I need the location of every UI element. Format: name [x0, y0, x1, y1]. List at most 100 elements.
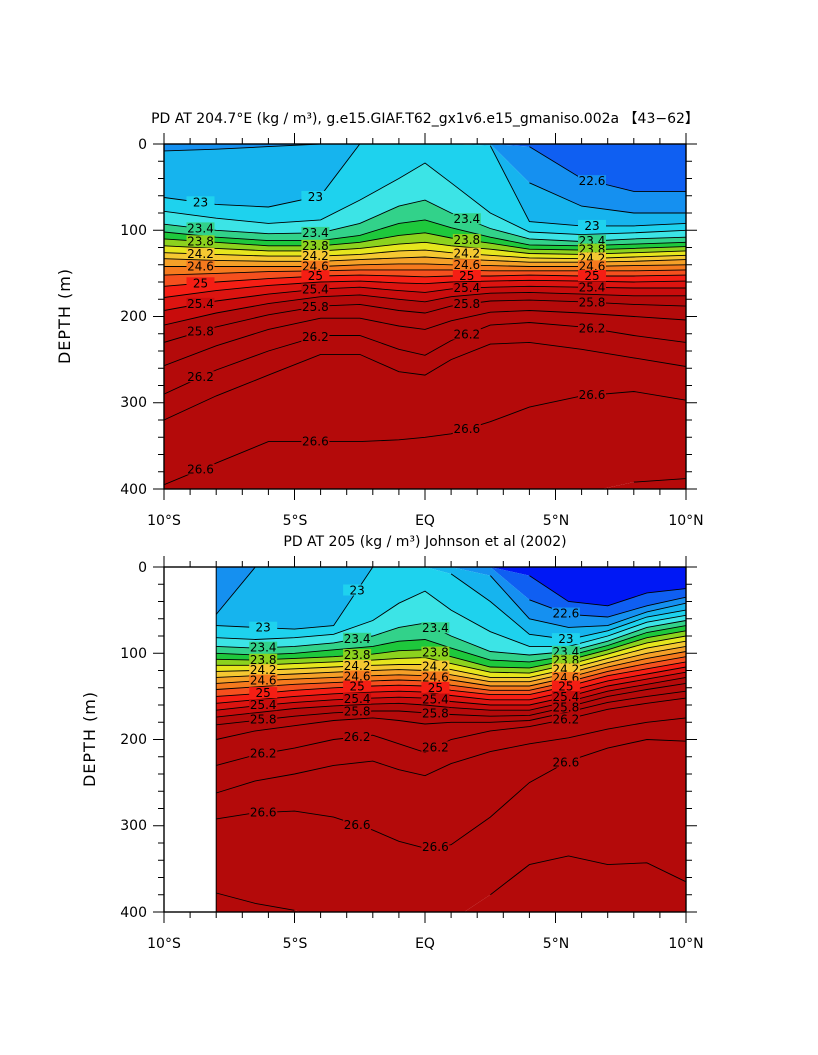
contour-label: 26.6 — [453, 422, 480, 436]
contour-label: 23 — [193, 195, 208, 209]
contour-label-bg — [301, 270, 330, 282]
contour-label: 23.4 — [250, 641, 277, 655]
contour-label-bg — [301, 239, 330, 251]
contour-label-bg — [343, 730, 372, 742]
contour-label: 26.2 — [302, 330, 329, 344]
contour-label-bg — [578, 322, 606, 334]
contour-label: 26.6 — [187, 463, 214, 477]
contour-label-bg — [249, 641, 278, 653]
contour-label: 25.4 — [344, 692, 371, 706]
contour-label-bg — [551, 691, 580, 702]
isopycnal-26-8 — [216, 855, 686, 911]
contour-label-bg — [578, 260, 606, 272]
density-band-25-4 — [164, 286, 686, 326]
contour-label-bg — [578, 270, 606, 281]
density-band-26-6 — [164, 391, 686, 489]
contour-label: 25.4 — [453, 281, 480, 295]
model-tick-marks — [153, 133, 697, 500]
contour-label: 25.4 — [187, 297, 214, 311]
contour-label: 25.4 — [250, 698, 277, 712]
density-band-22-8 — [216, 567, 686, 640]
contour-label-bg — [186, 463, 215, 475]
density-band-22-2 — [216, 567, 686, 606]
isopycnal-22-8 — [215, 567, 686, 628]
contour-label: 23.8 — [187, 234, 214, 248]
contour-label-bg — [343, 705, 372, 717]
density-band-26-4 — [216, 717, 686, 849]
density-band-25-8 — [164, 300, 686, 366]
isopycnal-26-4 — [164, 341, 686, 421]
observed-xtick-10s: 10°S — [147, 936, 181, 952]
contour-label-bg — [343, 649, 372, 661]
contour-label-bg — [578, 281, 606, 293]
contour-label-bg — [186, 260, 215, 272]
isopycnal-26-4 — [216, 717, 686, 794]
contour-label-bg — [343, 818, 372, 830]
density-band-23-8 — [164, 232, 686, 255]
model-xtick-5n: 5°N — [543, 513, 569, 529]
contour-label-bg — [249, 687, 278, 699]
isopycnal-26-0 — [164, 310, 686, 367]
density-band-26-0 — [216, 691, 686, 766]
density-band-24-2 — [164, 250, 686, 263]
contour-label: 25.8 — [250, 713, 277, 727]
model-xtick-10n: 10°N — [668, 513, 703, 529]
observed-ylabel: DEPTH (m) — [80, 691, 99, 787]
contour-label-bg — [249, 664, 278, 676]
contour-label-bg — [301, 301, 330, 312]
contour-label-bg — [452, 213, 481, 225]
contour-label: 25.8 — [553, 700, 580, 714]
contour-label-bg — [421, 681, 450, 693]
contour-label: 23 — [584, 219, 599, 233]
contour-label-bg — [421, 622, 450, 634]
contour-label: 25.8 — [302, 300, 329, 314]
observed-ytick-400: 400 — [120, 905, 147, 921]
model-ytick-0: 0 — [138, 137, 147, 153]
observed-xtick-5s: 5°S — [283, 936, 308, 952]
density-band-23-4 — [164, 200, 686, 246]
contour-label-bg — [249, 806, 278, 818]
observed-density-panel: PD AT 205 (kg / m³) Johnson et al (2002)… — [80, 534, 704, 952]
model-ytick-100: 100 — [120, 223, 147, 239]
isopycnal-26-8 — [633, 478, 686, 483]
contour-label-bg — [551, 680, 580, 692]
contour-label-bg — [452, 270, 481, 281]
contour-label: 24.2 — [422, 660, 449, 674]
contour-label-bg — [452, 247, 481, 259]
contour-label-bg — [343, 692, 372, 704]
density-band-23-6 — [164, 219, 686, 251]
contour-label-bg — [186, 235, 215, 247]
contour-label: 25 — [584, 269, 599, 283]
contour-label-bg — [551, 633, 580, 645]
contour-label-bg — [249, 747, 278, 759]
contour-label: 23.8 — [422, 646, 449, 660]
contour-label-bg — [186, 325, 215, 337]
contour-label-bg — [249, 713, 278, 725]
contour-label-bg — [249, 674, 278, 686]
contour-label: 24.6 — [579, 259, 606, 273]
contour-label-bg — [421, 671, 450, 683]
contour-label: 24.6 — [250, 674, 277, 688]
contour-label: 23.4 — [453, 212, 480, 226]
model-ytick-200: 200 — [120, 309, 147, 325]
isopycnal-25-2 — [164, 279, 686, 298]
model-panel-title: PD AT 204.7°E (kg / m³), g.e15.GIAF.T62_… — [151, 111, 699, 127]
contour-label: 23.8 — [453, 233, 480, 247]
contour-label-bg — [343, 680, 372, 692]
contour-label: 26.6 — [250, 806, 277, 820]
contour-label-bg — [421, 741, 450, 753]
model-xtick-eq: EQ — [415, 513, 435, 529]
contour-label: 24.6 — [302, 260, 329, 274]
contour-label: 26.2 — [579, 322, 606, 336]
contour-label: 23 — [349, 584, 364, 598]
contour-label-bg — [186, 222, 215, 234]
contour-label-bg — [186, 371, 215, 383]
contour-label: 25.4 — [579, 280, 606, 294]
contour-label: 25 — [193, 276, 208, 290]
contour-label: 23.4 — [302, 226, 329, 240]
contour-label-bg — [301, 250, 330, 262]
contour-label-bg — [578, 243, 606, 255]
no-data-region — [164, 567, 217, 912]
model-xtick-10s: 10°S — [147, 513, 181, 529]
contour-label-bg — [421, 707, 450, 719]
